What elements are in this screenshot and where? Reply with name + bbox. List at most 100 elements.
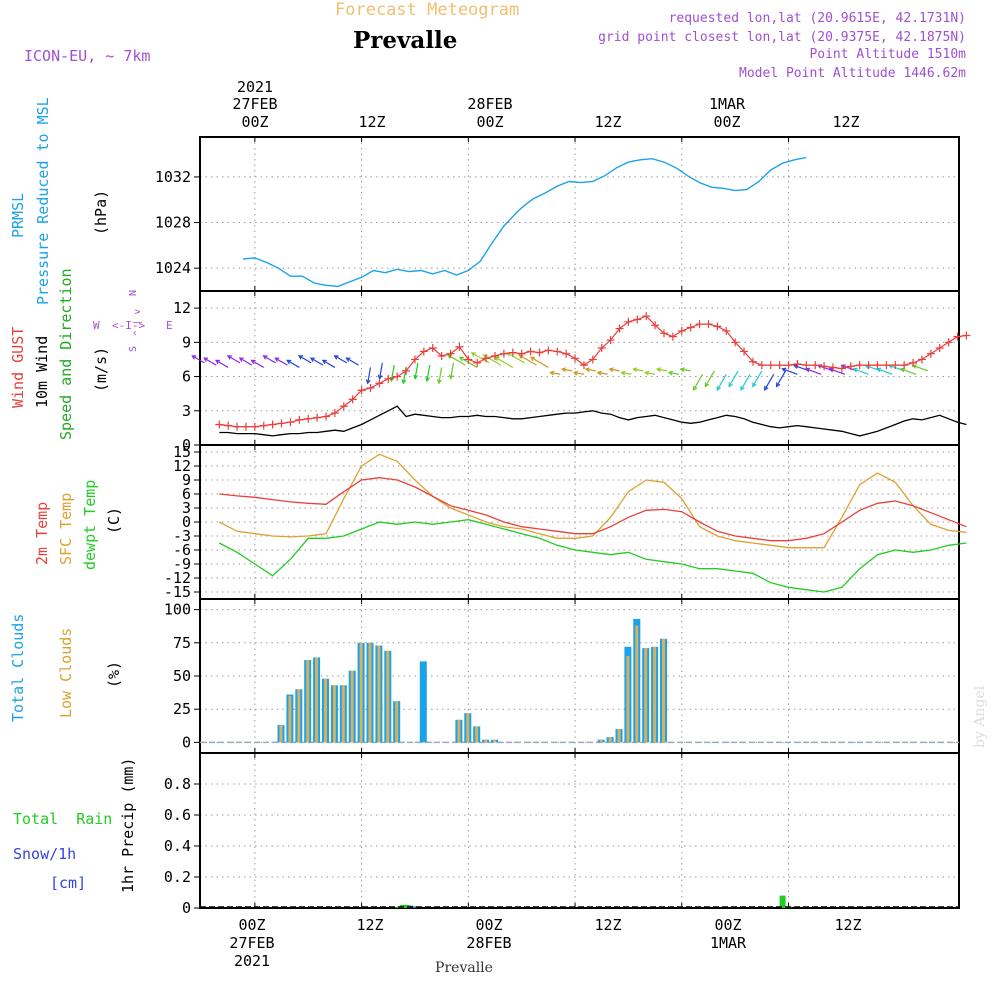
temperature-grid xyxy=(200,445,959,599)
precip-panel: 0 0.2 0.4 0.6 0.8 Total Rain Snow/1h [cm] 1h… xyxy=(13,752,960,917)
wind-dir-title: Speed and Direction xyxy=(57,268,75,440)
top-hour-00z-3: 00Z xyxy=(713,113,740,131)
wind-arrow-shaft xyxy=(562,368,573,372)
wind-arrow-shaft xyxy=(239,357,253,366)
wind-arrow-shaft xyxy=(322,359,336,368)
wind-arrow-head xyxy=(704,382,710,388)
wind-arrow-head xyxy=(667,370,673,376)
wind-arrow-head xyxy=(298,355,304,360)
gust-marker xyxy=(526,347,535,356)
wind-arrow-head xyxy=(549,370,555,376)
low-cloud-bar xyxy=(368,642,372,743)
snow-unit: [cm] xyxy=(50,874,86,892)
wind-yaxis: 0 3 6 9 12 xyxy=(173,291,790,454)
bottom-hour-12z-1: 12Z xyxy=(356,916,383,934)
gust-marker xyxy=(553,347,562,356)
wind-arrow-head xyxy=(740,385,745,391)
low-cloud-bar xyxy=(475,726,479,743)
precip-unit: 1hr Precip (mm) xyxy=(119,758,137,893)
wind-arrow-head xyxy=(448,374,454,380)
gust-marker xyxy=(393,372,402,381)
wind-10m-title: 10m Wind xyxy=(33,336,51,408)
snow-title: Snow/1h xyxy=(13,845,76,863)
low-cloud-bar xyxy=(386,650,390,743)
wind-arrow-shaft xyxy=(621,371,632,375)
wind-arrow-shaft xyxy=(585,368,596,372)
wind-direction-arrows xyxy=(191,352,929,391)
cloud-bars xyxy=(200,618,959,744)
gust-marker xyxy=(437,352,446,361)
wind-arrow-head xyxy=(286,359,292,365)
rain-bar xyxy=(403,904,410,908)
gust-marker xyxy=(384,374,393,383)
gust-marker xyxy=(882,361,891,370)
wind-arrow-shaft xyxy=(776,370,787,387)
model-altitude: Model Point Altitude 1446.62m xyxy=(739,66,966,81)
y-tick-label: 100 xyxy=(164,601,191,619)
footer-location: Prevalle xyxy=(435,960,493,976)
low-cloud-bar xyxy=(315,657,319,743)
gust-marker xyxy=(428,344,437,353)
gust-marker xyxy=(820,362,829,371)
gust-marker xyxy=(277,419,286,428)
total-clouds-title: Total Clouds xyxy=(9,614,27,722)
wind-arrow-head xyxy=(238,357,244,362)
wind-arrow-shaft xyxy=(426,365,431,382)
wind-arrow-head xyxy=(655,367,662,373)
gust-marker xyxy=(348,395,357,404)
gust-marker xyxy=(482,354,491,363)
gust-marker xyxy=(926,349,935,358)
low-cloud-bar xyxy=(653,646,657,743)
t2m-title: 2m Temp xyxy=(33,502,51,565)
sfc-temp-title: SFC Temp xyxy=(57,493,75,565)
wind-arrow-head xyxy=(529,356,536,362)
gust-marker xyxy=(571,354,580,363)
low-cloud-bar xyxy=(662,638,665,743)
wind-arrow-shaft xyxy=(692,373,704,391)
low-cloud-bar xyxy=(626,656,630,743)
bottom-date-1mar: 1MAR xyxy=(710,934,747,952)
rain-title: Total Rain xyxy=(13,810,112,828)
gust-marker xyxy=(802,361,811,370)
gust-marker xyxy=(508,348,517,357)
gust-marker xyxy=(944,338,953,347)
y-tick-label: 3 xyxy=(182,499,191,517)
low-cloud-bar xyxy=(644,648,648,743)
low-cloud-bar xyxy=(484,739,488,743)
wind-arrow-head xyxy=(377,374,383,380)
top-year-label: 2021 xyxy=(237,78,273,96)
gust-marker xyxy=(597,344,606,353)
wind-arrow-head xyxy=(632,367,638,373)
wind-arrow-head xyxy=(262,355,268,360)
wind-arrow-shaft xyxy=(310,357,324,366)
wind-unit: (m/s) xyxy=(92,347,110,392)
y-tick-label: 0.2 xyxy=(164,868,191,886)
y-tick-label: -3 xyxy=(173,527,191,545)
gust-marker xyxy=(953,332,962,341)
y-tick-label: 15 xyxy=(173,443,191,461)
wind-arrow-head xyxy=(226,355,232,360)
gust-marker xyxy=(499,349,508,358)
pressure-title-msl: Pressure Reduced to MSL xyxy=(34,97,52,305)
bottom-hour-12z-2: 12Z xyxy=(594,916,621,934)
precip-frame xyxy=(199,752,960,909)
gust-marker xyxy=(473,358,482,367)
compass-east: E xyxy=(166,319,173,332)
y-tick-label: 0.4 xyxy=(164,837,191,855)
gust-marker xyxy=(588,355,597,364)
y-tick-label: 9 xyxy=(182,333,191,351)
y-tick-label: 0 xyxy=(182,899,191,917)
wind-arrow-shaft xyxy=(752,370,763,387)
low-cloud-bar xyxy=(341,685,345,743)
compass-we-bar: <-I-> xyxy=(112,319,145,332)
compass-north: N xyxy=(128,290,139,296)
y-tick-label: -15 xyxy=(164,583,191,601)
gust-marker xyxy=(642,312,651,321)
wind-arrow-shaft xyxy=(609,368,620,372)
gust-marker xyxy=(864,361,873,370)
point-altitude: Point Altitude 1510m xyxy=(809,47,966,62)
wind-10m-line xyxy=(219,405,967,437)
wind-arrow-shaft xyxy=(764,373,775,391)
y-tick-label: 12 xyxy=(173,457,191,475)
